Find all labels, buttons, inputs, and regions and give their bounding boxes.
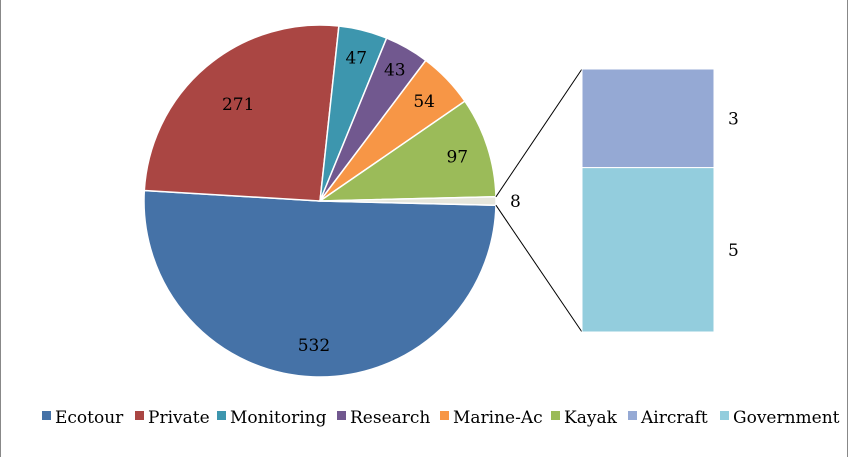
legend-label-aircraft: Aircraft (640, 408, 708, 428)
legend-label-ecotour: Ecotour (55, 408, 124, 428)
bar-label-aircraft: 3 (728, 109, 739, 129)
pie-slice-kayak (317, 100, 497, 202)
stacked-bar: 35 (581, 68, 739, 333)
data-label-marine-ac: 54 (413, 92, 435, 112)
connector-top (495, 68, 583, 198)
data-label-monitoring: 47 (345, 49, 367, 69)
bar-segment-government (581, 167, 715, 333)
pie-slice-private (143, 24, 340, 202)
bar-segment-aircraft (581, 68, 715, 169)
legend-swatch-aircraft (628, 411, 637, 420)
pie-slice-ecotour (143, 189, 497, 378)
legend-label-monitoring: Monitoring (230, 408, 327, 428)
legend-label-marine-ac: Marine-Ac (453, 408, 543, 428)
legend-label-research: Research (350, 408, 430, 428)
pie-area: 532 271 47 43 54 97 8 (143, 24, 521, 378)
connector-lines (495, 68, 583, 333)
legend-label-private: Private (148, 408, 210, 428)
legend: Ecotour Private Monitoring Research Marine-A… (42, 408, 840, 428)
legend-swatch-ecotour (42, 411, 51, 420)
data-label-kayak: 97 (446, 147, 468, 167)
legend-swatch-monitoring (217, 411, 226, 420)
data-label-other: 8 (510, 192, 521, 212)
legend-swatch-marine-ac (440, 411, 449, 420)
legend-label-kayak: Kayak (564, 408, 618, 428)
legend-swatch-government (720, 411, 729, 420)
bar-label-government: 5 (728, 241, 739, 261)
data-label-ecotour: 532 (298, 336, 330, 356)
legend-label-government: Government (733, 408, 840, 428)
data-label-research: 43 (384, 60, 406, 80)
legend-swatch-research (337, 411, 346, 420)
pie-slice-other (319, 196, 497, 206)
connector-bottom (495, 204, 583, 333)
legend-swatch-private (135, 411, 144, 420)
legend-swatch-kayak (551, 411, 560, 420)
data-label-private: 271 (222, 95, 254, 115)
